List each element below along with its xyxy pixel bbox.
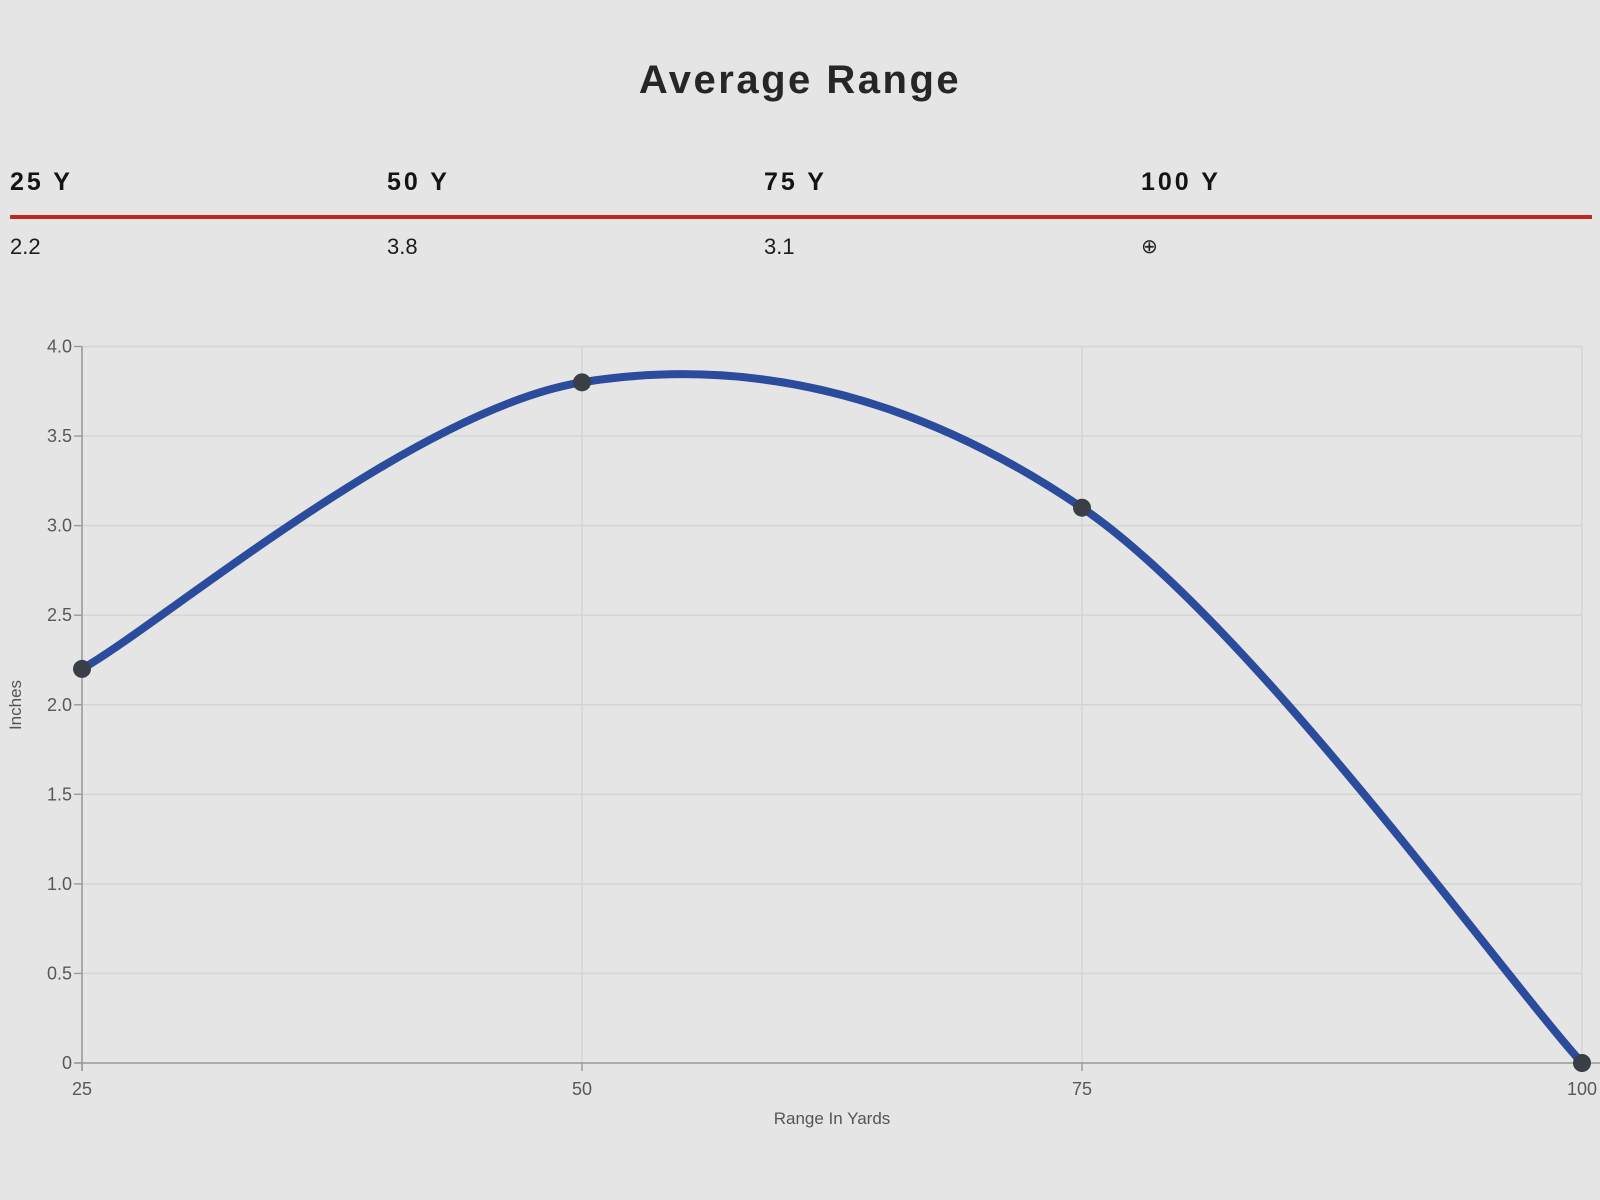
axes — [74, 345, 1600, 1071]
x-tick-label: 25 — [72, 1079, 92, 1099]
stat-value-50y: 3.8 — [387, 234, 418, 259]
target-scope-icon: ⊕ — [1141, 234, 1158, 258]
data-point-75y — [1073, 498, 1091, 517]
y-tick-label: 0.5 — [47, 963, 72, 983]
y-tick-label: 3.0 — [47, 516, 72, 536]
y-tick-label: 4.0 — [47, 337, 72, 357]
y-tick-label: 0 — [62, 1053, 72, 1073]
stat-value-75y: 3.1 — [764, 234, 795, 259]
stat-value-25y: 2.2 — [10, 234, 41, 259]
stats-header-row: 25 Y 50 Y 75 Y 100 Y — [10, 168, 1592, 198]
y-tick-label: 3.5 — [47, 426, 72, 446]
y-axis-title: Inches — [6, 680, 25, 730]
x-tick-label: 75 — [1072, 1079, 1092, 1099]
y-tick-label: 1.0 — [47, 874, 72, 894]
x-tick-label: 50 — [572, 1079, 592, 1099]
stat-label-100y: 100 Y — [1141, 168, 1221, 196]
page-title: Average Range — [638, 58, 962, 102]
stat-label-50y: 50 Y — [387, 168, 450, 196]
stat-label-75y: 75 Y — [764, 168, 827, 196]
stats-divider-rule — [10, 215, 1592, 219]
data-point-50y — [573, 373, 591, 392]
data-points — [73, 373, 1591, 1072]
tick-labels: 0 0.5 1.0 1.5 2.0 2.5 3.0 3.5 4.0 25 50 75 100 — [47, 337, 1597, 1100]
y-tick-label: 1.5 — [47, 784, 72, 804]
y-tick-label: 2.5 — [47, 605, 72, 625]
x-tick-label: 100 — [1567, 1079, 1597, 1099]
series-line-average-range — [78, 370, 1586, 1067]
stats-value-row: 2.2 3.8 3.1 ⊕ — [10, 234, 1518, 260]
data-point-100y — [1573, 1054, 1591, 1072]
x-axis-title: Range In Yards — [774, 1109, 891, 1128]
y-tick-label: 2.0 — [47, 695, 72, 715]
stat-label-25y: 25 Y — [10, 168, 73, 196]
data-point-25y — [73, 659, 91, 678]
gridlines — [82, 345, 1583, 1063]
range-stats-table: 25 Y 50 Y 75 Y 100 Y 2.2 3.8 3.1 ⊕ — [10, 168, 1592, 259]
